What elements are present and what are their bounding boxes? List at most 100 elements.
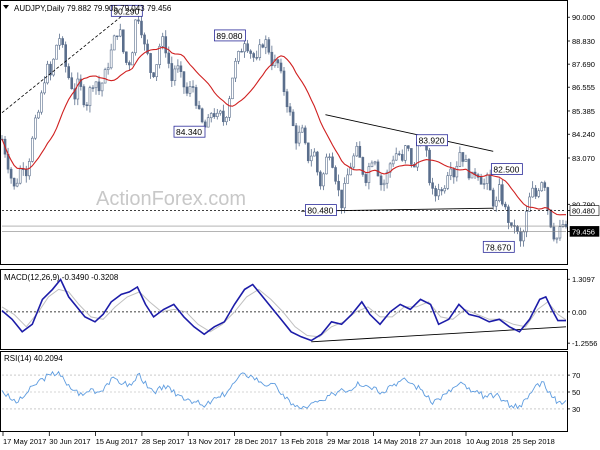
rsi-layer xyxy=(1,370,567,410)
candle-body xyxy=(155,64,158,78)
price-axis-label: 90.000 xyxy=(572,13,595,22)
price-annotation-box xyxy=(110,4,143,17)
candle-body xyxy=(291,111,295,126)
candle-body xyxy=(449,168,453,176)
candle-body xyxy=(285,91,289,108)
candle-body xyxy=(52,58,55,76)
candle-body xyxy=(403,145,407,161)
macd-trendline xyxy=(311,326,567,343)
price-title: AUDJPY,Daily 79.882 79.905 79.043 79.456 xyxy=(14,4,172,13)
candle-body xyxy=(501,184,504,205)
x-axis-label: 27 Jun 2018 xyxy=(420,437,461,446)
candle-body xyxy=(112,35,116,51)
candle-body xyxy=(379,175,383,186)
candle-body xyxy=(249,50,252,54)
candle-body xyxy=(161,36,165,47)
candle-body xyxy=(382,182,386,186)
candle-body xyxy=(125,51,128,63)
candle-body xyxy=(479,177,483,185)
price-annotation-label: 78.670 xyxy=(485,242,511,252)
rsi-panel-frame xyxy=(0,351,568,432)
price-axis-label: 87.690 xyxy=(572,60,595,69)
candle-body xyxy=(64,44,67,67)
price-axis-label: 79.456 xyxy=(572,227,595,236)
x-axis-label: 15 Aug 2017 xyxy=(96,437,138,446)
candle-body xyxy=(464,159,468,162)
price-annotation: 89.080 xyxy=(214,29,246,42)
candle-body xyxy=(346,174,349,184)
candle-body xyxy=(322,173,325,187)
candle-body xyxy=(200,108,204,123)
candle-body xyxy=(146,43,149,54)
candle-body xyxy=(85,104,89,107)
candle-body xyxy=(564,224,568,228)
candle-body xyxy=(115,35,119,37)
candle-body xyxy=(61,38,64,45)
candle-body xyxy=(313,151,316,157)
rsi-line xyxy=(1,370,567,410)
candle-body xyxy=(525,211,528,233)
candle-body xyxy=(24,168,28,177)
x-axis-label: 13 Feb 2018 xyxy=(281,437,323,446)
candle-body xyxy=(215,112,219,117)
candle-body xyxy=(531,187,534,198)
candle-body xyxy=(34,117,37,139)
candle-body xyxy=(373,161,377,164)
x-axis-label: 17 May 2017 xyxy=(3,437,46,446)
price-axis-marker xyxy=(569,226,600,237)
candle-body xyxy=(228,98,231,118)
price-axis-marker xyxy=(569,205,600,216)
candle-body xyxy=(158,46,161,65)
candle-body xyxy=(197,105,201,110)
price-annotation-label: 80.480 xyxy=(307,206,333,216)
candle-body xyxy=(149,53,152,73)
candle-body xyxy=(534,187,537,197)
candle-body xyxy=(209,113,213,119)
candle-body xyxy=(173,68,177,81)
dashed-trendline xyxy=(1,4,136,114)
price-annotation: 90.290 xyxy=(110,4,143,17)
candle-body xyxy=(367,166,371,183)
price-axis-label: 80.790 xyxy=(572,200,595,209)
candle-body xyxy=(325,156,328,175)
candle-body xyxy=(361,157,365,175)
candle-body xyxy=(443,188,447,192)
candle-body xyxy=(470,171,474,179)
candle-body xyxy=(152,72,155,78)
candle-body xyxy=(255,57,259,59)
price-panel-frame xyxy=(0,0,568,265)
macd-line xyxy=(1,278,566,342)
candle-body xyxy=(191,86,195,88)
candle-body xyxy=(543,182,547,188)
candle-body xyxy=(558,226,562,239)
candle-body xyxy=(73,88,77,100)
candle-body xyxy=(252,53,255,58)
candle-body xyxy=(267,39,271,53)
x-axis-label: 30 Jun 2017 xyxy=(49,437,90,446)
candle-body xyxy=(552,226,556,240)
candle-body xyxy=(40,92,43,113)
candle-body xyxy=(18,168,22,184)
candle-body xyxy=(88,87,92,107)
candle-body xyxy=(555,237,559,240)
candle-body xyxy=(222,110,225,123)
candle-body xyxy=(279,62,283,72)
candle-body xyxy=(109,49,113,69)
x-axis-label: 25 Sep 2018 xyxy=(512,437,555,446)
price-annotation-box xyxy=(304,204,337,216)
candle-body xyxy=(70,77,74,90)
candle-body xyxy=(340,189,343,209)
candle-body xyxy=(507,206,510,223)
candle-body xyxy=(437,189,440,197)
price-annotation-label: 82.500 xyxy=(493,165,519,175)
macd-axis-label: 0.00 xyxy=(572,308,587,317)
candle-body xyxy=(134,19,137,54)
candle-body xyxy=(237,51,240,62)
macd-axis-label: -1.2556 xyxy=(572,339,597,348)
x-axis-label: 28 Sep 2017 xyxy=(142,437,185,446)
candle-body xyxy=(376,161,380,177)
price-axis-label: 88.830 xyxy=(572,37,595,46)
candle-body xyxy=(434,188,437,197)
macd-panel-frame xyxy=(0,269,568,350)
